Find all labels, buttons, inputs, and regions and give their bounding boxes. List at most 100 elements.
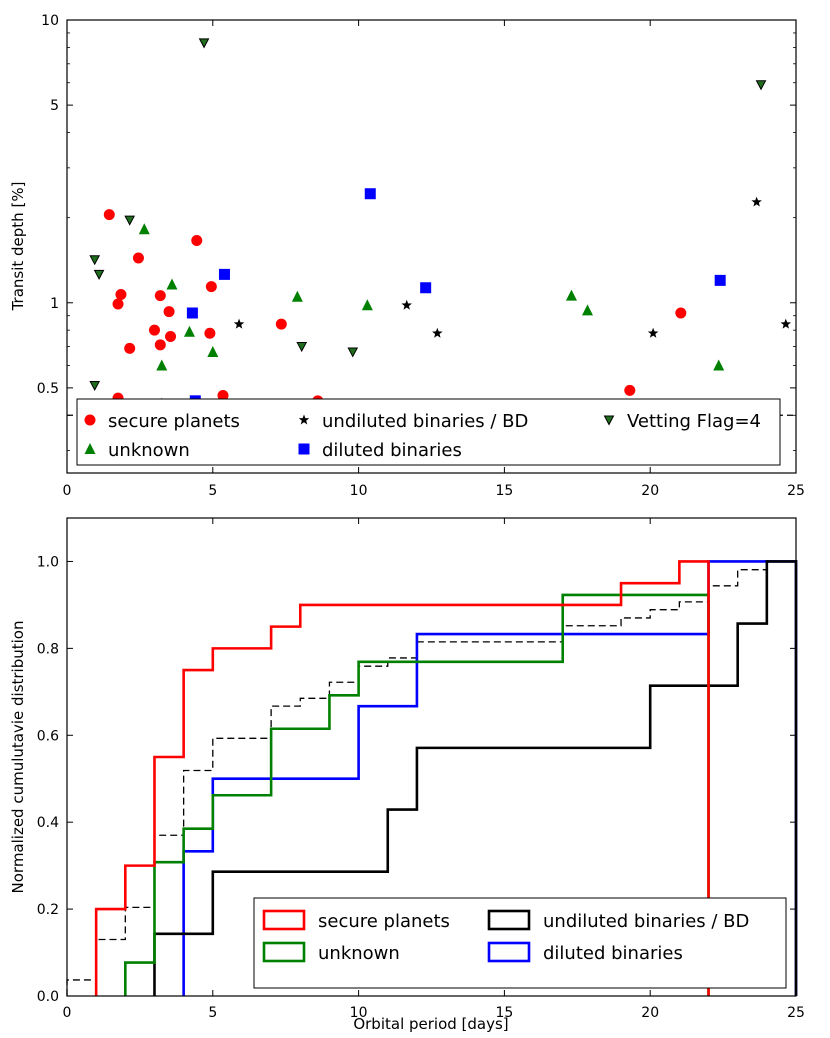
vetting-flag-4-point (89, 380, 101, 392)
secure-planets-point (675, 307, 687, 319)
secure-planets-point (103, 209, 115, 221)
diluted-binaries-point (364, 188, 376, 200)
legend-diluted-binaries-label: diluted binaries (543, 943, 683, 964)
legend-diluted-binaries-marker (298, 443, 310, 455)
x-tick-label: 5 (208, 1005, 217, 1021)
unknown-point (713, 359, 725, 371)
legend-undiluted-binaries-bd-marker (298, 414, 310, 425)
unknown-point (291, 290, 303, 302)
legend-undiluted-binaries-bd-label: undiluted binaries / BD (322, 411, 528, 432)
legend-secure-planets-swatch (262, 909, 306, 931)
secure-planets-point (148, 324, 160, 336)
vetting-flag-4-point (755, 80, 767, 91)
top-x-axis-ticks: 0 5 10 15 20 25 (63, 20, 805, 499)
diluted-binaries-step-line (182, 560, 798, 996)
legend-secure-planets-marker (84, 414, 96, 426)
y-tick-label: 5 (50, 98, 59, 114)
secure-planets-point (275, 318, 287, 330)
undiluted-binaries-bd-point (751, 196, 762, 207)
cumulative-step-lines (66, 560, 798, 996)
y-tick-label: 0.2 (37, 902, 59, 918)
top-plot-frame (66, 19, 797, 474)
secure-planets-point (204, 327, 216, 339)
secure-planets-point (217, 389, 229, 401)
secure-planets-point (112, 298, 124, 310)
legend-unknown-label: unknown (108, 440, 190, 461)
undiluted-binaries-bd-point (432, 327, 443, 338)
bottom-x-axis-label: Orbital period [days] (353, 1015, 508, 1033)
x-tick-label: 20 (641, 1005, 659, 1021)
unknown-point (183, 325, 195, 337)
legend-diluted-binaries-swatch (487, 941, 531, 963)
x-tick-label: 0 (63, 1005, 72, 1021)
transit-depth-markers (67, 38, 796, 418)
vetting-flag-4-point (198, 38, 210, 49)
x-tick-label: 10 (350, 1005, 368, 1021)
undiluted-binaries-bd-point (233, 318, 245, 329)
y-tick-label: 10 (41, 13, 59, 29)
x-tick-label: 5 (208, 483, 217, 499)
vetting-flag-4-point (296, 342, 308, 353)
legend-unknown-label: unknown (318, 943, 400, 964)
legend-vetting-flag-4-label: Vetting Flag=4 (627, 411, 761, 432)
bottom-y-axis-ticks: 0.0 0.2 0.4 0.6 0.8 1.0 (37, 554, 796, 1005)
y-tick-label: 0.5 (37, 381, 59, 397)
y-tick-label: 0.8 (37, 641, 59, 657)
secure-planets-point (124, 342, 136, 354)
top-y-axis-label: Transit depth [%] (9, 182, 27, 312)
top-legend-box (76, 398, 781, 466)
undiluted-binaries-bd-point (401, 299, 412, 310)
diluted-binaries-point (186, 307, 198, 319)
bottom-plot-frame (66, 517, 797, 997)
x-tick-label: 25 (787, 1005, 805, 1021)
diluted-binaries-point (420, 282, 432, 294)
legend-secure-planets-label: secure planets (318, 911, 450, 932)
bottom-x-axis-ticks: 0 5 10 15 20 25 (63, 518, 805, 1021)
unknown-point (166, 278, 178, 290)
secure-planets-point (191, 235, 203, 247)
unknown-point (138, 223, 150, 235)
vetting-flag-4-point (347, 347, 359, 358)
unknown-point (207, 345, 219, 357)
x-tick-label: 20 (641, 483, 659, 499)
top-legend: secure planets undiluted binaries / BD Vet… (76, 398, 781, 466)
legend-secure-planets-label: secure planets (108, 411, 240, 432)
unknown-step-line (124, 593, 710, 996)
undiluted-binaries-bd-step-line (153, 560, 798, 996)
undiluted-binaries-bd-point (647, 327, 659, 338)
y-tick-label: 0.6 (37, 728, 59, 744)
legend-undiluted-binaries-bd-swatch (487, 909, 531, 931)
secure-planets-point (132, 252, 144, 264)
secure-planets-point (205, 281, 217, 293)
unknown-point (156, 359, 168, 371)
vetting-flag-4-point (89, 255, 101, 266)
diluted-binaries-point (714, 274, 726, 286)
secure-planets-point (624, 384, 636, 396)
x-tick-label: 15 (495, 483, 513, 499)
cumulative-distribution-panel: 0 5 10 15 20 25 0.0 0.2 0.4 0.6 0.8 1.0 Orbital pe… (9, 517, 805, 1033)
legend-unknown-marker (84, 443, 96, 454)
x-tick-label: 25 (787, 483, 805, 499)
secure-planets-point (154, 290, 166, 302)
secure-planets-step-line (94, 560, 710, 996)
secure-planets-point (165, 330, 177, 342)
vetting-flag-4-point (93, 269, 105, 280)
y-tick-label: 1.0 (37, 554, 59, 570)
diluted-binaries-point (218, 268, 230, 280)
unknown-point (582, 304, 594, 316)
bottom-y-axis-label: Normalized cumulutavie distribution (9, 621, 27, 894)
x-tick-label: 15 (495, 1005, 513, 1021)
x-tick-label: 10 (350, 483, 368, 499)
y-tick-label: 1 (50, 296, 59, 312)
x-tick-label: 0 (63, 483, 72, 499)
y-tick-label: 0.4 (37, 815, 59, 831)
unknown-point (361, 299, 373, 311)
legend-unknown-swatch (262, 941, 306, 963)
vetting-flag-4-point (124, 215, 136, 226)
top-y-axis-ticks: 0.5 1 5 10 (37, 13, 796, 452)
legend-diluted-binaries-label: diluted binaries (322, 440, 462, 461)
y-tick-label: 0.0 (37, 989, 59, 1005)
unknown-point (565, 289, 577, 301)
